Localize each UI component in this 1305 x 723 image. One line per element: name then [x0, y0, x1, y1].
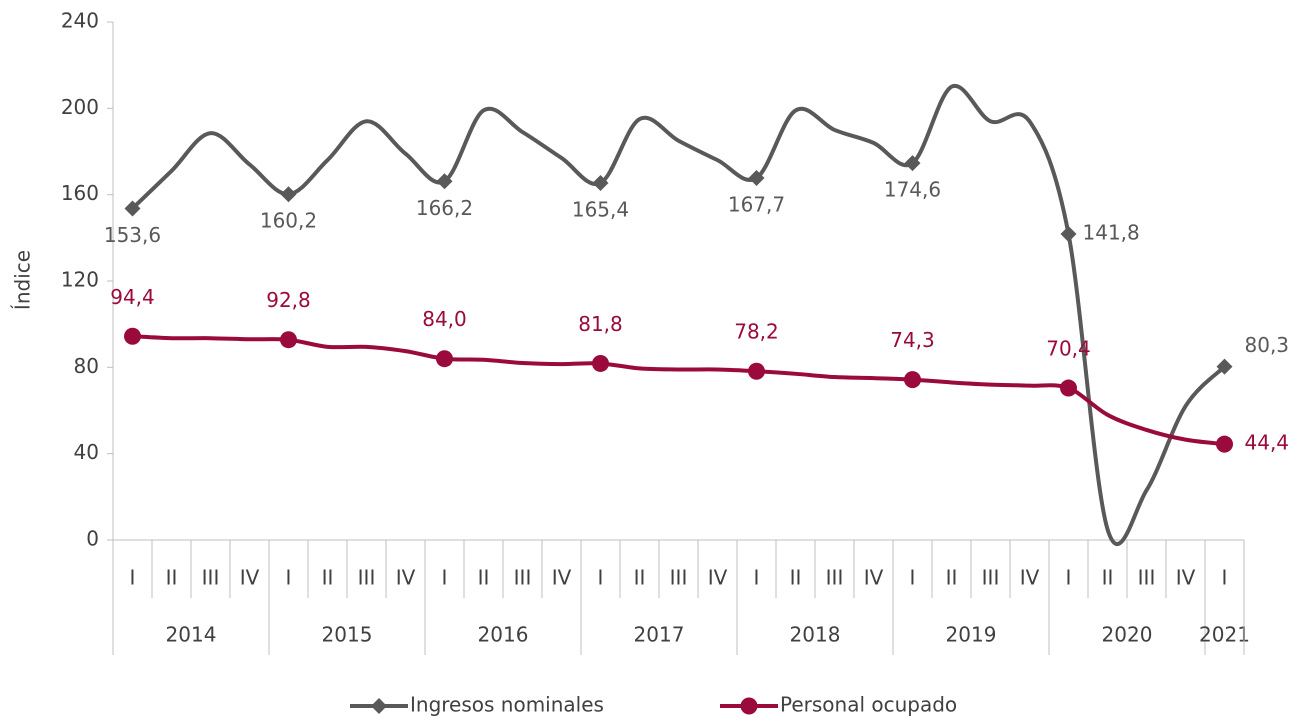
x-tick-label: III [1138, 566, 1156, 590]
legend-marker [740, 697, 758, 715]
x-tick-label: III [826, 566, 844, 590]
x-group-label: 2015 [322, 623, 373, 647]
data-label: 44,4 [1245, 431, 1290, 455]
data-label: 70,4 [1046, 337, 1091, 361]
x-tick-label: III [358, 566, 376, 590]
marker [436, 350, 453, 368]
x-tick-label: II [166, 566, 178, 590]
x-tick-label: I [1222, 566, 1228, 590]
x-group-label: 2020 [1102, 623, 1153, 647]
data-label: 74,3 [890, 328, 935, 352]
x-tick-label: IV [708, 566, 728, 590]
y-axis-label: Índice [11, 250, 35, 310]
marker [124, 327, 141, 345]
marker [1060, 225, 1077, 242]
series-line [131, 83, 1226, 547]
data-label: 92,8 [266, 288, 311, 312]
x-tick-label: III [982, 566, 1000, 590]
y-tick-label: 160 [61, 181, 99, 205]
marker [904, 371, 921, 389]
x-group-label: 2021 [1199, 623, 1250, 647]
marker [748, 362, 765, 380]
x-tick-label: II [1102, 566, 1114, 590]
y-tick-label: 40 [74, 440, 99, 464]
y-tick-label: 240 [61, 9, 99, 33]
data-label: 84,0 [422, 307, 467, 331]
marker [1216, 358, 1233, 375]
x-tick-label: I [754, 566, 760, 590]
marker [748, 170, 765, 187]
y-tick-label: 0 [86, 527, 99, 551]
data-label: 167,7 [728, 193, 785, 217]
x-tick-label: I [598, 566, 604, 590]
data-label: 174,6 [884, 178, 941, 202]
x-tick-label: III [514, 566, 532, 590]
data-label: 165,4 [572, 198, 629, 222]
x-tick-label: I [1066, 566, 1072, 590]
marker [436, 173, 453, 190]
marker [1060, 379, 1077, 397]
marker [904, 155, 921, 172]
legend-marker [371, 698, 387, 714]
x-group-label: 2017 [634, 623, 685, 647]
x-group-label: 2014 [166, 623, 217, 647]
x-tick-label: I [442, 566, 448, 590]
y-tick-label: 120 [61, 268, 99, 292]
x-tick-label: III [202, 566, 220, 590]
data-label: 166,2 [416, 196, 473, 220]
x-tick-label: II [634, 566, 646, 590]
data-label: 81,8 [578, 312, 623, 336]
marker [592, 354, 609, 372]
x-tick-label: IV [1020, 566, 1040, 590]
x-tick-label: II [790, 566, 802, 590]
legend-label: Ingresos nominales [410, 693, 604, 717]
x-tick-label: IV [1176, 566, 1196, 590]
x-group-label: 2016 [478, 623, 529, 647]
x-tick-label: I [910, 566, 916, 590]
marker [1216, 435, 1233, 453]
x-tick-label: IV [552, 566, 572, 590]
data-label: 160,2 [260, 209, 317, 233]
y-tick-label: 200 [61, 95, 99, 119]
x-tick-label: III [670, 566, 688, 590]
y-tick-label: 80 [74, 354, 99, 378]
marker [280, 331, 297, 349]
series-line [132, 334, 1225, 447]
data-label: 78,2 [734, 320, 779, 344]
x-tick-label: IV [396, 566, 416, 590]
data-label: 94,4 [110, 285, 155, 309]
x-tick-label: II [478, 566, 490, 590]
x-group-label: 2019 [946, 623, 997, 647]
marker [280, 186, 297, 203]
x-tick-label: I [286, 566, 292, 590]
x-tick-label: II [946, 566, 958, 590]
x-tick-label: II [322, 566, 334, 590]
x-group-label: 2018 [790, 623, 841, 647]
marker [124, 200, 141, 217]
x-tick-label: IV [240, 566, 260, 590]
data-label: 141,8 [1083, 220, 1140, 244]
legend-label: Personal ocupado [780, 693, 957, 717]
data-label: 80,3 [1245, 333, 1290, 357]
x-tick-label: IV [864, 566, 884, 590]
x-tick-label: I [130, 566, 136, 590]
data-label: 153,6 [104, 223, 161, 247]
marker [592, 175, 609, 192]
